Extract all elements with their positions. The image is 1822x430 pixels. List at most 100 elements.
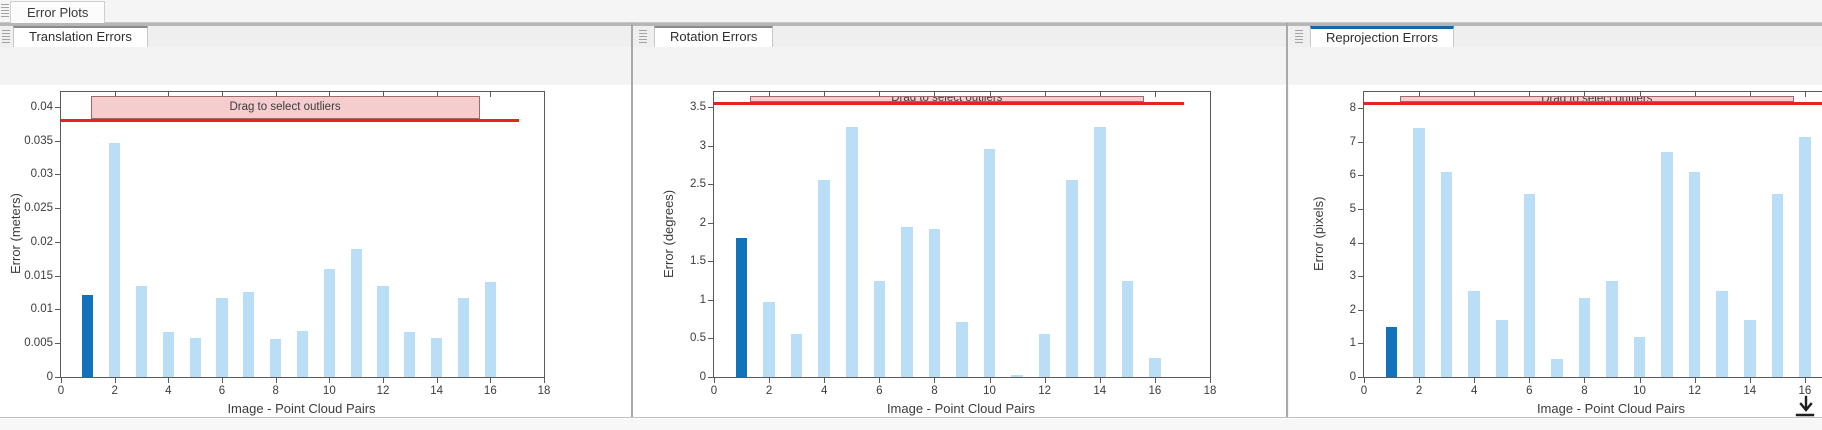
x-tick — [769, 378, 771, 383]
x-tick-label: 16 — [483, 385, 497, 397]
error-bar[interactable] — [1468, 291, 1480, 377]
panel-grip-icon[interactable] — [1295, 30, 1303, 43]
x-tick — [989, 378, 991, 383]
outlier-threshold-line[interactable] — [1364, 102, 1822, 106]
error-bar[interactable] — [431, 337, 443, 377]
x-tick — [1099, 378, 1101, 383]
y-tick — [1358, 309, 1363, 311]
error-bar[interactable] — [457, 297, 470, 377]
x-tick-label: 10 — [983, 385, 996, 397]
error-bar[interactable] — [484, 282, 496, 377]
y-tick — [55, 309, 60, 311]
error-bar[interactable] — [109, 142, 121, 377]
error-bar[interactable] — [873, 280, 886, 377]
error-bar[interactable] — [1523, 193, 1536, 377]
error-bar[interactable] — [1661, 151, 1673, 377]
error-bar[interactable] — [1121, 280, 1134, 377]
error-bar[interactable] — [270, 339, 282, 377]
error-bar[interactable] — [1149, 357, 1161, 377]
x-tick — [824, 378, 826, 383]
y-tick-label: 0.005 — [24, 337, 53, 350]
error-bar[interactable] — [1633, 336, 1646, 377]
outlier-threshold-line[interactable] — [714, 101, 1184, 105]
error-bar[interactable] — [956, 322, 968, 377]
error-bar[interactable] — [983, 149, 996, 377]
error-bar[interactable] — [162, 331, 174, 377]
y-tick-label: 0.025 — [24, 202, 53, 215]
tab-reprojection-errors[interactable]: Reprojection Errors — [1310, 26, 1454, 47]
panel-header: Translation Errors — [0, 26, 631, 48]
error-bar[interactable] — [1551, 358, 1563, 377]
status-bar — [0, 417, 1822, 430]
error-bar[interactable] — [1743, 319, 1756, 377]
y-tick-label: 0 — [46, 371, 53, 383]
y-tick — [55, 140, 60, 142]
x-tick-label: 12 — [1688, 385, 1702, 397]
panel-body: Error (pixels) 012345678024681012141618D… — [1289, 47, 1822, 418]
error-bar[interactable] — [1606, 281, 1618, 377]
tab-rotation-errors[interactable]: Rotation Errors — [654, 26, 774, 47]
x-tick-label: 18 — [1203, 385, 1217, 397]
error-bar[interactable] — [189, 337, 201, 377]
error-bar[interactable] — [350, 249, 362, 377]
y-tick — [55, 208, 60, 210]
error-bar[interactable] — [243, 291, 255, 377]
panel-grip-icon[interactable] — [2, 30, 10, 43]
error-bar[interactable] — [404, 331, 416, 377]
x-tick-top — [1044, 92, 1046, 97]
x-tick — [544, 378, 545, 383]
error-bar[interactable] — [1578, 298, 1591, 377]
tab-translation-errors[interactable]: Translation Errors — [13, 26, 148, 47]
outlier-drag-band[interactable]: Drag to select outliers — [1399, 96, 1794, 103]
x-tick-label: 2 — [111, 385, 118, 397]
error-bar[interactable] — [1066, 179, 1078, 377]
error-bar[interactable] — [1413, 128, 1425, 377]
error-bar[interactable] — [82, 295, 94, 377]
panel-grip-icon[interactable] — [639, 30, 647, 43]
panel-divider[interactable] — [1286, 23, 1288, 418]
panel-grip-icon[interactable] — [1, 4, 9, 17]
error-bar[interactable] — [1038, 333, 1051, 377]
error-bar[interactable] — [377, 285, 389, 377]
outlier-drag-band[interactable]: Drag to select outliers — [749, 96, 1144, 102]
error-bar[interactable] — [845, 127, 858, 377]
error-bar[interactable] — [818, 179, 830, 377]
y-tick-label: 2 — [1349, 303, 1356, 316]
y-tick-label: 3 — [1349, 270, 1356, 283]
error-bar[interactable] — [1771, 193, 1784, 377]
error-bar[interactable] — [1440, 172, 1453, 377]
error-bar[interactable] — [1093, 127, 1106, 377]
y-tick-label: 0.01 — [30, 303, 53, 316]
error-bar[interactable] — [135, 285, 148, 377]
error-bar[interactable] — [323, 268, 335, 377]
error-bar[interactable] — [1495, 319, 1508, 377]
error-bar[interactable] — [1688, 172, 1701, 377]
outlier-drag-band[interactable]: Drag to select outliers — [90, 96, 480, 120]
error-bar[interactable] — [1799, 136, 1811, 377]
error-bar[interactable] — [901, 226, 913, 377]
error-bar[interactable] — [1716, 291, 1728, 377]
error-bar[interactable] — [1011, 375, 1023, 377]
outlier-threshold-line[interactable] — [61, 119, 519, 123]
error-bar[interactable] — [1385, 326, 1398, 377]
x-tick — [61, 378, 62, 383]
error-bar[interactable] — [928, 229, 941, 377]
panel-divider[interactable] — [631, 23, 633, 418]
x-tick — [383, 378, 384, 383]
x-tick — [1364, 378, 1365, 383]
export-plot-icon[interactable] — [1792, 394, 1818, 420]
error-bar[interactable] — [790, 333, 803, 377]
x-tick — [1419, 378, 1421, 383]
y-axis-label: Error (degrees) — [661, 189, 676, 278]
error-bar[interactable] — [763, 301, 775, 377]
y-tick-label: 3.5 — [690, 101, 706, 114]
error-bar[interactable] — [216, 297, 228, 377]
error-bar[interactable] — [735, 238, 748, 377]
x-tick-label: 12 — [1038, 385, 1052, 397]
x-tick — [1529, 378, 1531, 383]
x-tick-top — [1419, 92, 1421, 97]
error-bar[interactable] — [296, 331, 309, 377]
y-tick — [708, 184, 713, 186]
tab-error-plots[interactable]: Error Plots — [10, 1, 106, 23]
